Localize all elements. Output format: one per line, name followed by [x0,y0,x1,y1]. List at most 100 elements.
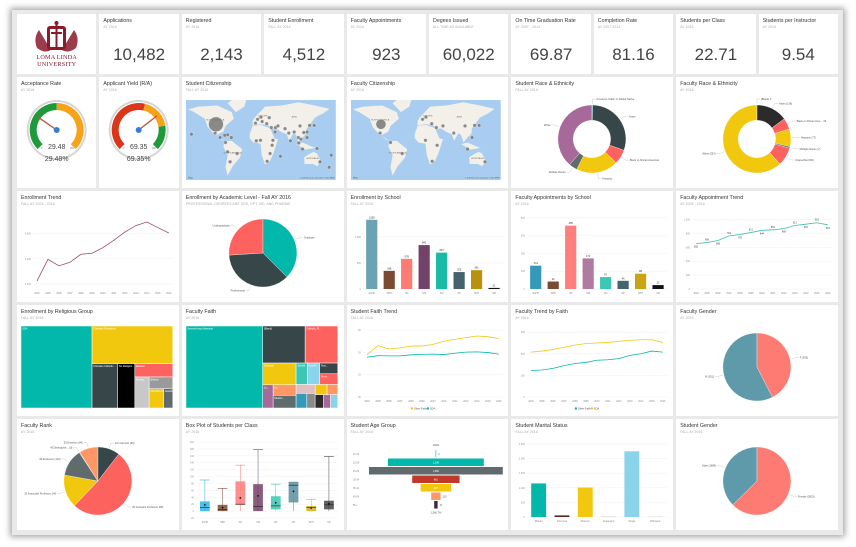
treemap-label: Christian Catholic [93,364,114,368]
student-age-funnel[interactable]: 100% 15-19 3 20-24 1,336 25-29 1,866 30-34 661 35… [349,438,507,526]
y-tick-label: 200 [521,374,526,377]
legend-marker [575,407,578,410]
kpi-tile[interactable]: On Time Graduation Rate AY 2007 - 2013 69.… [511,14,591,74]
treemap-label: Lu... [264,385,269,389]
map-point [423,115,428,120]
kpi-subtitle: AY 2007-2013 [597,25,621,29]
slice-label: 35.Associate Professor 148 [24,491,56,495]
faculty-faith-trend-chart[interactable]: 0 200 400 600 2004 2005 2006 2007 2008 2009 2010 20… [513,324,671,412]
marital-status-chart-tile[interactable]: Student Marital Status Fall AY 2016 0 500 1,… [511,419,674,530]
kpi-tile[interactable]: Faculty Appointments AY 2016 923 [346,14,426,74]
map-point [269,125,274,130]
enrollment-trend-chart[interactable]: 3,500 4,000 4,500 2004 2005 2006 2007 2008 2009 2… [19,210,177,298]
kpi-tile[interactable]: Students per Class AY 2016 22.71 [676,14,756,74]
faculty-rank-pie[interactable]: 10.Instructor (99) 25.Assistant Professor… [19,438,177,526]
funnel-value: 1,866 [433,470,440,473]
student-citizenship-map[interactable]: NORTH AMERICAEUROPEASIASOUTH AMERICAAUST… [184,96,342,184]
faculty-race-donut[interactable]: (Blank) 0 Asian (136) Black or African Ame… [678,96,836,184]
slice-label: Graduate [304,236,315,240]
kpi-tile[interactable]: Completion Rate AY 2007-2013 81.16 [593,14,674,74]
tile-subtitle: Fall AY 2004 - 2016 [21,202,55,206]
x-tick-label: 2010 [430,400,436,403]
bar [565,225,577,289]
marital-status-chart[interactable]: 0 500 1,000 1,500 2,000 2,500 (Blank) Divorced M… [513,438,671,526]
tile-subtitle: AY 2004 - 2016 [680,202,705,206]
point-label: 812 [749,229,754,232]
enrollment-by-school-chart-tile[interactable]: Enrollment by School Fall AY 2016 0 500 1,00… [346,191,509,302]
x-tick-label: SP [292,521,296,524]
students-per-class-boxplot[interactable]: -20 0 20 40 60 80 100 120 140 160 180 200 SAHP SBH SD S… [184,438,342,526]
faculty-appointment-trend-chart[interactable]: 0 200 400 600 800 1,000 2004 2005 2006 2007 2008 20… [678,210,836,298]
faculty-appointments-by-school-chart-tile[interactable]: Faculty Appointments by School AY 2016 0 10… [511,191,674,302]
kpi-tile[interactable]: Applications AY 2016 10,482 [99,14,179,74]
student-gender-pie-tile[interactable]: Student Gender Fall AY 2016 Female (2823) M… [676,419,838,530]
tile-title: Faculty Appointment Trend [680,195,744,201]
faculty-citizenship-map[interactable]: NORTH AMERICAEUROPEASIASOUTH AMERICAAUST… [349,96,507,184]
faculty-gender-pie[interactable]: F (392) M (531) [678,324,836,412]
faculty-faith-treemap-tile[interactable]: Faculty Faith AY 2016 Seventh-day Adventis… [181,305,344,416]
map-point [292,130,296,134]
y-tick-label: 0 [689,288,691,291]
x-tick-label: 2015 [814,292,820,295]
faculty-appointments-by-school-chart[interactable]: 0 100 200 300 400 131 SAHP 42 SBH 356 SD 172 SM 67 SN 4… [513,210,671,298]
y-tick-label: 800 [686,232,691,235]
religious-group-treemap[interactable]: SDA Christian Protestant Christian Catholi… [19,324,177,412]
y-tick-label: 1,000 [354,236,361,239]
applicant-yield-gauge[interactable]: 0 100 69.35 69.35% [101,96,176,184]
slice-label: 25.Assistant Professor 486 [132,505,163,509]
student-faith-trend-chart-tile[interactable]: Student Faith Trend Fall AY 2016 0K 1K 2K 3K 2… [346,305,509,416]
faculty-race-donut-tile[interactable]: Faculty Race & Ethnicity AY 2016 (Blank) 0… [676,77,838,188]
faculty-rank-pie-tile[interactable]: Faculty Rank AY 2016 10.Instructor (99) 25.… [17,419,179,530]
point-label: 785 [738,236,743,239]
leader-line [245,285,251,291]
tile-subtitle: AY 2016 [680,88,694,92]
kpi-tile[interactable]: Students per Instructor AY 2016 9.54 [758,14,838,74]
map-point [312,123,316,128]
student-age-funnel-tile[interactable]: Student Age Group Fall AY 2016 100% 15-19 3 2… [346,419,509,530]
x-tick-label: 2008 [737,292,743,295]
slice-label: Undergraduate [212,224,230,228]
acceptance-rate-gauge-tile[interactable]: Acceptance Rate AY 2016 0 100 29.48 29.48% [17,77,97,188]
x-tick-label: 2016 [825,292,831,295]
slice-label: Female (2823) [798,494,815,498]
students-per-class-boxplot-tile[interactable]: Box Plot of Students per Class AY 2016 -20… [181,419,344,530]
y-tick-label: 600 [521,331,526,334]
logo-tile[interactable]: LOMA LINDA UNIVERSITY [17,14,97,74]
enrollment-by-school-chart[interactable]: 0 500 1,000 1328 SAHP 348 SBH 578 SD 842 SM 697 SN 32… [349,210,507,298]
faculty-appointment-trend-chart-tile[interactable]: Faculty Appointment Trend AY 2004 - 2016 0… [676,191,838,302]
kpi-value: 4,512 [282,45,326,64]
y-tick-label: 80 [191,482,194,485]
y-tick-label: 3K [358,329,361,332]
continent [468,151,485,167]
continent [252,102,330,143]
kpi-tile[interactable]: Degees Issued All time as available 60,022 [429,14,509,74]
student-faith-trend-chart[interactable]: 0K 1K 2K 3K 2004 2005 2006 2007 2008 2009 2010 2011… [349,324,507,412]
leader-line [567,167,573,173]
faculty-gender-pie-tile[interactable]: Faculty Gender AY 2016 F (392) M (531) [676,305,838,416]
enrollment-level-pie-tile[interactable]: Enrollment by Academic Level - Fall AY 2… [181,191,344,302]
student-race-donut-tile[interactable]: Student Race & Ethnicity Fall AY 2016 Amer… [511,77,674,188]
kpi-tile[interactable]: Registered AY 2016 2,143 [181,14,262,74]
kpi-tile[interactable]: Student Enrollment Fall AY 2016 4,512 [264,14,344,74]
kpi-value: 60,022 [442,45,495,64]
student-gender-pie[interactable]: Female (2823) Male (1689) [678,438,836,526]
treemap-label: Jewish [297,364,305,368]
applicant-yield-gauge-tile[interactable]: Applicant Yield (R/A) AY 2016 0 100 69.35 69.… [99,77,179,188]
tile-subtitle: AY 2016 [350,88,364,92]
leader-line [294,237,303,240]
dashboard-grid: LOMA LINDA UNIVERSITY Applications AY 201… [17,14,838,530]
enrollment-trend-chart-tile[interactable]: Enrollment Trend Fall AY 2004 - 2016 3,500… [17,191,179,302]
enrollment-level-pie[interactable]: Graduate Professional Undergraduate [184,210,342,298]
religious-group-treemap-tile[interactable]: Enrollment by Religious Group Fall AY 201… [17,305,179,416]
x-tick-label: 2006 [56,292,62,295]
faculty-faith-trend-chart-tile[interactable]: Faculty Trend by Faith AY 2016 0 200 400 600 2… [511,305,674,416]
gauge-max-label: 100 [152,147,157,150]
bar [635,273,647,289]
y-tick-label: 2,500 [519,443,526,446]
student-race-donut[interactable]: American Indian or Alaska Native Asian Bla… [513,96,671,184]
y-tick-label: 3,500 [25,283,32,286]
faculty-faith-treemap[interactable]: Seventh-day Adventist (Blank) Catholic, R.… [184,324,342,412]
acceptance-rate-gauge[interactable]: 0 100 29.48 29.48% [19,96,94,184]
